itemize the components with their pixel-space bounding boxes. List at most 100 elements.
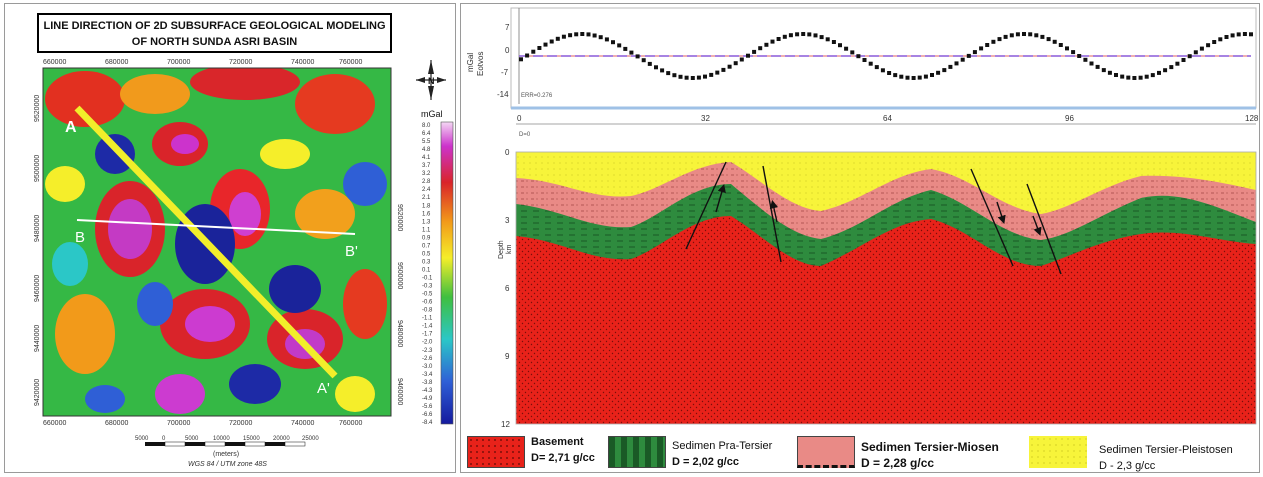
observed-gravity-point [1083, 57, 1088, 62]
gravity-y-tick: 0 [505, 46, 510, 55]
observed-gravity-point [709, 72, 714, 77]
depth-tick: 12 [501, 420, 510, 429]
observed-gravity-point [752, 49, 757, 54]
colorbar-label: -2.3 [422, 348, 433, 354]
observed-gravity-point [1169, 65, 1174, 70]
model-x-ticks: 0 32 64 96 128 [517, 114, 1259, 123]
colorbar [440, 121, 454, 425]
colorbar-label: -3.4 [422, 372, 433, 378]
observed-gravity-point [1150, 73, 1155, 78]
observed-gravity-point [1089, 61, 1094, 66]
observed-gravity-point [1218, 37, 1223, 42]
observed-gravity-point [733, 61, 738, 66]
observed-gravity-point [715, 70, 720, 75]
observed-gravity-point [838, 43, 842, 48]
observed-gravity-point [1175, 61, 1180, 66]
colorbar-label: -3.0 [422, 364, 433, 370]
map-y-tick: 9500000 [396, 262, 403, 289]
observed-gravity-point [598, 35, 603, 40]
legend-density-tertiary-pleistocene: D - 2,3 g/cc [1099, 460, 1156, 472]
colorbar-label: 3.2 [422, 171, 431, 177]
colorbar-label: 0.9 [422, 235, 431, 241]
label-a: A [65, 119, 77, 136]
observed-gravity-point [1022, 32, 1026, 36]
depth-tick: 6 [505, 284, 510, 293]
colorbar-label: -0.5 [422, 292, 433, 298]
colorbar-label: -1.4 [422, 324, 433, 330]
map-x-ticks-top: 660000 680000 700000 720000 740000 76000… [43, 59, 362, 66]
scale-tick: 5000 [185, 436, 199, 442]
observed-gravity-point [1003, 34, 1008, 39]
gravity-y-tick: -14 [497, 90, 509, 99]
observed-gravity-point [1126, 75, 1131, 80]
colorbar-label: 5.5 [422, 139, 431, 145]
observed-gravity-point [1157, 70, 1161, 75]
observed-gravity-point [549, 39, 554, 44]
observed-gravity-point [660, 68, 665, 73]
gravity-y-ticks: 7 0 -7 -14 [497, 23, 510, 99]
model-x-tick: 96 [1065, 114, 1074, 123]
observed-gravity-point [936, 70, 941, 75]
observed-gravity-point [856, 54, 861, 59]
observed-gravity-point [678, 74, 683, 79]
observed-gravity-point [580, 32, 585, 36]
observed-gravity-point [690, 76, 695, 80]
depth-tick: 9 [505, 352, 510, 361]
observed-gravity-point [1101, 68, 1106, 73]
observed-gravity-point [813, 33, 818, 38]
gravity-plot-frame [510, 7, 1257, 109]
legend-swatch-pre-tertiary [608, 436, 666, 468]
colorbar-label: 4.1 [422, 155, 431, 161]
scale-tick: 5000 [135, 436, 149, 442]
map-x-tick: 720000 [229, 59, 252, 66]
observed-gravity-point [739, 57, 744, 62]
colorbar-label: -1.7 [422, 332, 433, 338]
observed-gravity-point [1114, 73, 1118, 77]
colorbar-label: 3.7 [422, 163, 431, 169]
label-b-prime: B' [345, 243, 358, 260]
observed-gravity-point [905, 75, 910, 80]
observed-gravity-point [555, 36, 560, 41]
depth-tick: 0 [505, 148, 510, 157]
map-x-tick: 680000 [105, 59, 128, 66]
observed-gravity-point [1120, 74, 1125, 79]
observed-gravity-point [960, 57, 965, 62]
observed-gravity-point [1187, 54, 1192, 59]
observed-gravity-point [1132, 76, 1137, 80]
colorbar-label: 6.4 [422, 131, 431, 137]
observed-gravity-point [1138, 75, 1143, 80]
observed-gravity-point [1052, 39, 1057, 44]
profile-line-a-a-prime [74, 105, 338, 379]
colorbar-label: 2.8 [422, 179, 431, 185]
gravity-ylabel-2: Eotvos [476, 52, 485, 76]
observed-gravity-point [1034, 33, 1039, 38]
legend-label-basement: Basement [531, 436, 584, 448]
map-frame [42, 67, 392, 417]
observed-gravity-point [617, 43, 622, 48]
observed-gravity-point [862, 58, 867, 62]
scale-tick: 15000 [243, 436, 260, 442]
model-x-tick: 64 [883, 114, 892, 123]
map-x-tick: 760000 [339, 59, 362, 66]
colorbar-label: -0.8 [422, 308, 433, 314]
fault-line [970, 168, 1014, 267]
north-arrow-icon [416, 60, 446, 100]
colorbar-label: 0.7 [422, 243, 431, 249]
observed-gravity-point [880, 68, 885, 73]
legend-swatch-tertiary-miocene [797, 436, 855, 468]
observed-gravity-point [764, 42, 769, 47]
map-y-tick: 9520000 [34, 95, 41, 122]
legend-density-pre-tertiary: D = 2,02 g/cc [672, 456, 739, 468]
colorbar-label: -0.1 [422, 276, 433, 282]
scale-bar [145, 441, 306, 447]
map-x-tick: 740000 [291, 59, 314, 66]
model-frame [515, 151, 1257, 425]
scale-bar-ticks: 5000 0 5000 10000 15000 20000 25000 [135, 436, 319, 442]
model-svg: mGal Eotvos 7 0 -7 -14 ERR=0.276 0 32 64… [466, 7, 1259, 429]
observed-gravity-point [672, 73, 677, 78]
scale-tick: 20000 [273, 436, 290, 442]
model-x-tick: 0 [517, 114, 522, 123]
observed-gravity-points [519, 32, 1253, 80]
label-b: B [75, 229, 85, 246]
observed-gravity-point [1230, 33, 1235, 38]
